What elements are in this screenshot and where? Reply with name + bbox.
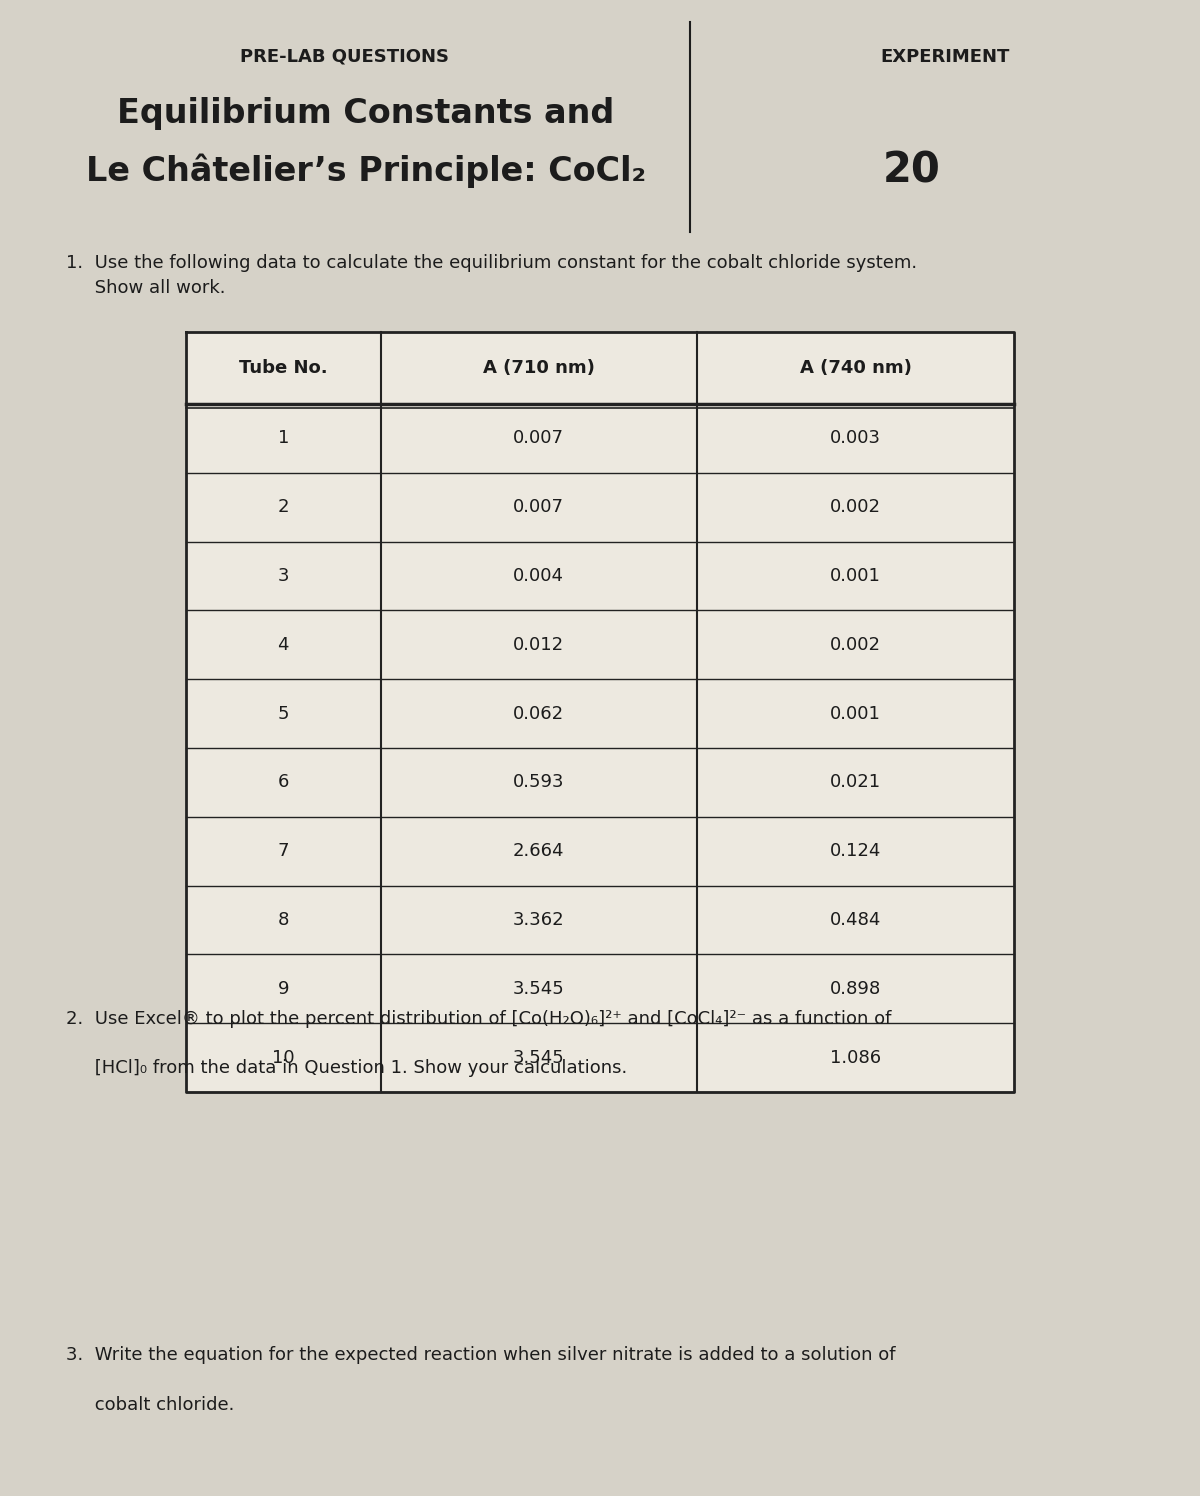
Text: 0.002: 0.002	[830, 498, 881, 516]
Text: 2.  Use Excel® to plot the percent distribution of [Co(H₂O)₆]²⁺ and [CoCl₄]²⁻ as: 2. Use Excel® to plot the percent distri…	[66, 1010, 892, 1028]
Text: 20: 20	[883, 150, 941, 191]
Text: 8: 8	[277, 911, 289, 929]
Text: cobalt chloride.: cobalt chloride.	[66, 1396, 234, 1414]
Text: A (740 nm): A (740 nm)	[799, 359, 911, 377]
Text: 7: 7	[277, 842, 289, 860]
Text: 2.664: 2.664	[512, 842, 564, 860]
Text: 0.001: 0.001	[830, 567, 881, 585]
Text: 1.  Use the following data to calculate the equilibrium constant for the cobalt : 1. Use the following data to calculate t…	[66, 254, 917, 298]
Text: [HCl]₀ from the data in Question 1. Show your calculations.: [HCl]₀ from the data in Question 1. Show…	[66, 1059, 628, 1077]
Text: 0.898: 0.898	[830, 980, 881, 998]
Text: 1: 1	[277, 429, 289, 447]
Text: 3.  Write the equation for the expected reaction when silver nitrate is added to: 3. Write the equation for the expected r…	[66, 1346, 895, 1364]
Text: 4: 4	[277, 636, 289, 654]
Text: EXPERIMENT: EXPERIMENT	[881, 48, 1009, 66]
Text: 0.484: 0.484	[829, 911, 881, 929]
Text: 5: 5	[277, 705, 289, 723]
Text: Tube No.: Tube No.	[239, 359, 328, 377]
Text: 0.002: 0.002	[830, 636, 881, 654]
Text: 6: 6	[277, 773, 289, 791]
Text: 0.003: 0.003	[830, 429, 881, 447]
Text: 0.007: 0.007	[514, 429, 564, 447]
Text: 0.021: 0.021	[830, 773, 881, 791]
Text: 3.362: 3.362	[512, 911, 564, 929]
Text: 10: 10	[272, 1049, 295, 1067]
Text: Equilibrium Constants and: Equilibrium Constants and	[118, 97, 614, 130]
Text: 0.004: 0.004	[514, 567, 564, 585]
Text: 0.001: 0.001	[830, 705, 881, 723]
Text: 0.593: 0.593	[512, 773, 564, 791]
Text: 2: 2	[277, 498, 289, 516]
Text: 3.545: 3.545	[512, 1049, 565, 1067]
Text: 9: 9	[277, 980, 289, 998]
Text: 0.007: 0.007	[514, 498, 564, 516]
Text: 1.086: 1.086	[830, 1049, 881, 1067]
Text: Le Châtelier’s Principle: CoCl₂: Le Châtelier’s Principle: CoCl₂	[86, 153, 646, 188]
Text: 0.062: 0.062	[514, 705, 564, 723]
Text: 3: 3	[277, 567, 289, 585]
Text: A (710 nm): A (710 nm)	[482, 359, 595, 377]
Text: 3.545: 3.545	[512, 980, 565, 998]
Text: 0.012: 0.012	[514, 636, 564, 654]
Text: 0.124: 0.124	[829, 842, 881, 860]
Text: PRE-LAB QUESTIONS: PRE-LAB QUESTIONS	[240, 48, 450, 66]
Bar	[186, 332, 1014, 1092]
